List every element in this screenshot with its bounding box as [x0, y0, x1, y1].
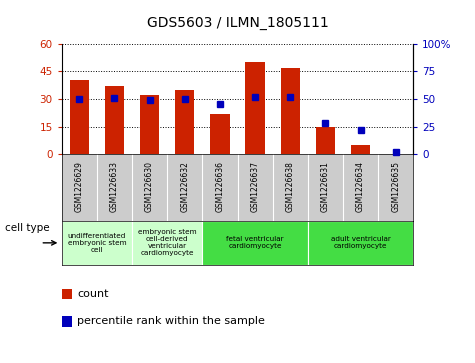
- Bar: [62, 221, 132, 265]
- Text: adult ventricular
cardiomyocyte: adult ventricular cardiomyocyte: [331, 236, 390, 249]
- Text: GSM1226633: GSM1226633: [110, 161, 119, 212]
- Bar: [281, 68, 300, 154]
- Bar: [202, 221, 308, 265]
- Bar: [132, 221, 202, 265]
- Text: GSM1226634: GSM1226634: [356, 161, 365, 212]
- Bar: [351, 145, 370, 154]
- Bar: [316, 127, 335, 154]
- Text: GSM1226630: GSM1226630: [145, 161, 154, 212]
- Bar: [105, 86, 124, 154]
- Text: fetal ventricular
cardiomyocyte: fetal ventricular cardiomyocyte: [226, 236, 284, 249]
- Text: count: count: [77, 289, 108, 299]
- Text: GSM1226631: GSM1226631: [321, 161, 330, 212]
- Text: embryonic stem
cell-derived
ventricular
cardiomyocyte: embryonic stem cell-derived ventricular …: [138, 229, 197, 256]
- Bar: [175, 90, 194, 154]
- Text: GSM1226637: GSM1226637: [251, 161, 259, 212]
- Bar: [210, 114, 229, 154]
- Text: GDS5603 / ILMN_1805111: GDS5603 / ILMN_1805111: [147, 16, 328, 30]
- Text: cell type: cell type: [5, 223, 49, 233]
- Text: GSM1226629: GSM1226629: [75, 161, 84, 212]
- Text: GSM1226636: GSM1226636: [216, 161, 224, 212]
- Text: percentile rank within the sample: percentile rank within the sample: [77, 316, 265, 326]
- Text: GSM1226635: GSM1226635: [391, 161, 400, 212]
- Bar: [70, 81, 89, 154]
- Bar: [140, 95, 159, 154]
- Bar: [308, 221, 413, 265]
- Bar: [246, 62, 265, 154]
- Text: GSM1226638: GSM1226638: [286, 161, 294, 212]
- Text: undifferentiated
embryonic stem
cell: undifferentiated embryonic stem cell: [67, 233, 126, 253]
- Text: GSM1226632: GSM1226632: [180, 161, 189, 212]
